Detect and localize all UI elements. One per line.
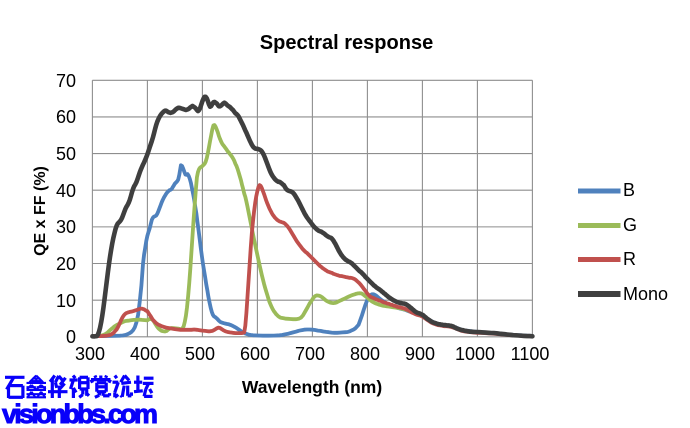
svg-text:70: 70 xyxy=(56,71,76,91)
svg-text:1100: 1100 xyxy=(511,344,550,364)
svg-text:Mono: Mono xyxy=(623,284,668,304)
svg-text:600: 600 xyxy=(240,344,270,364)
svg-text:30: 30 xyxy=(56,217,76,237)
svg-text:20: 20 xyxy=(56,254,76,274)
svg-text:800: 800 xyxy=(350,344,380,364)
svg-text:0: 0 xyxy=(66,327,76,347)
svg-text:R: R xyxy=(623,249,636,269)
svg-text:500: 500 xyxy=(185,344,215,364)
svg-text:B: B xyxy=(623,180,635,200)
svg-text:60: 60 xyxy=(56,107,76,127)
svg-text:QE x FF (%): QE x FF (%) xyxy=(32,166,49,256)
svg-text:G: G xyxy=(623,215,637,235)
svg-text:300: 300 xyxy=(75,344,105,364)
svg-text:1000: 1000 xyxy=(455,344,495,364)
svg-text:Wavelength (nm): Wavelength (nm) xyxy=(242,377,382,397)
svg-text:700: 700 xyxy=(295,344,325,364)
svg-text:50: 50 xyxy=(56,144,76,164)
svg-text:40: 40 xyxy=(56,181,76,201)
svg-text:400: 400 xyxy=(130,344,160,364)
svg-text:900: 900 xyxy=(405,344,435,364)
svg-text:10: 10 xyxy=(56,291,76,311)
svg-text:visionbbs.com: visionbbs.com xyxy=(2,399,158,428)
svg-text:Spectral response: Spectral response xyxy=(260,32,433,54)
